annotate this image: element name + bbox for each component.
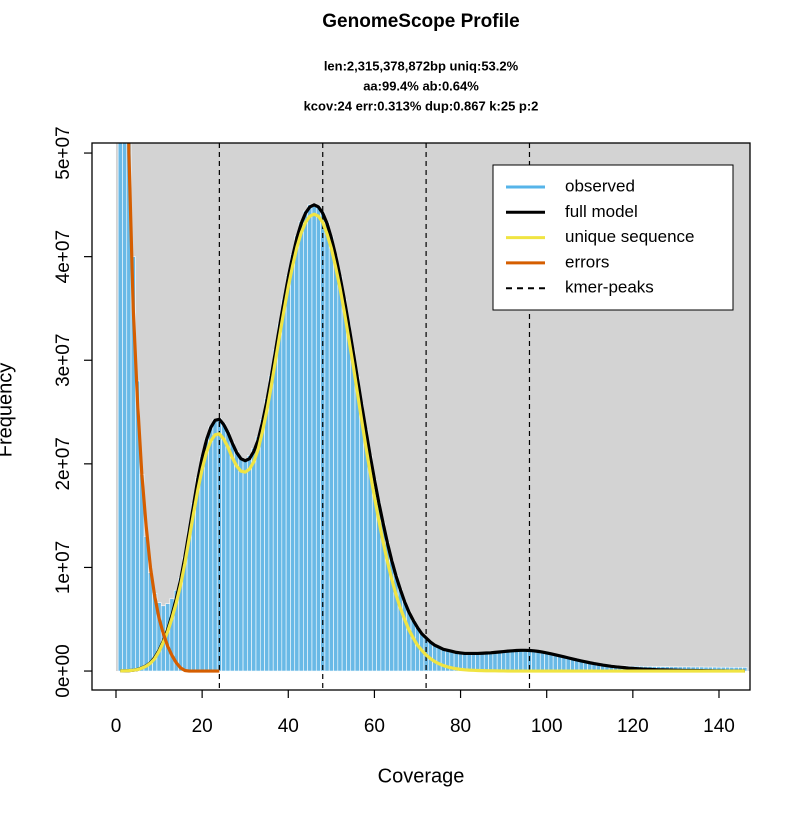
histogram-bar [742,667,748,672]
histogram-bar [354,376,360,672]
y-tick-label: 3e+07 [53,334,74,387]
x-tick-label: 0 [111,716,122,737]
legend-label: kmer-peaks [565,278,654,297]
histogram-bar [505,650,511,672]
x-tick-label: 20 [192,716,213,737]
histogram-bar [281,298,287,672]
histogram-bar [544,652,550,672]
histogram-bar [432,644,438,672]
histogram-bar [242,458,248,672]
histogram-bar [531,650,537,672]
histogram-bar [268,375,274,672]
histogram-bar [290,254,296,672]
axes: 0 20 40 60 80 100 120 140 0e+00 1e+07 2e+07 3e+07 4e… [53,126,751,737]
y-tick-label: 1e+07 [53,541,74,594]
histogram-bar [535,651,541,672]
y-axis-label: Frequency [0,363,16,458]
subtitle: len:2,315,378,872bp uniq:53.2% [324,58,519,73]
histogram-bar [359,403,364,672]
histogram-bar [315,205,321,672]
histogram-bar [328,236,334,672]
histogram-bar [199,456,205,672]
histogram-bar [436,646,442,672]
plot-frame [91,142,751,691]
histogram-bar [333,255,339,672]
histogram-bar [539,651,545,672]
histogram-bar [346,323,352,672]
histogram-bar [247,455,252,672]
histogram-bar [475,653,481,672]
histogram-bar [212,418,218,672]
y-tick-label: 5e+07 [53,126,74,179]
histogram-bar [363,429,369,672]
legend-label: errors [565,252,609,271]
model-line [127,143,220,673]
histogram-bar [410,619,416,672]
y-tick-label: 2e+07 [53,437,74,490]
histogram-bar [557,655,563,672]
histogram-bar [483,652,489,672]
histogram-bar [229,441,235,672]
histogram-bar [561,656,567,672]
histogram-bar [307,204,313,672]
histogram-bar [311,203,317,672]
histogram-bar [471,653,476,672]
histogram-bar [337,276,343,672]
y-tick-label: 4e+07 [53,230,74,283]
chart-title: GenomeScope Profile [322,11,519,32]
x-tick-label: 140 [703,716,735,737]
histogram-bar [509,650,515,672]
legend-label: full model [565,202,638,221]
histogram-bar [285,274,291,672]
histogram-bar [208,426,214,672]
x-axis-label: Coverage [378,765,465,787]
histogram-bar [548,653,554,672]
histogram-bar [225,431,231,672]
histogram-bar [238,457,244,672]
histogram-bar [294,235,300,672]
histogram-bar [221,423,227,672]
model-line [120,203,745,673]
histogram-bar [350,349,356,672]
histogram-bar [264,398,270,672]
histogram-bar [518,650,524,672]
histogram-bar [234,451,240,672]
histogram-bar [203,438,209,672]
histogram-bar [324,222,330,672]
histogram-bar [522,650,528,672]
histogram-bar [272,349,278,672]
subtitle: aa:99.4% ab:0.64% [363,78,479,93]
histogram-bar [496,651,502,672]
histogram-bar [479,652,485,672]
histogram-bar [488,652,494,672]
y-tick-label: 0e+00 [53,644,74,697]
histogram-bar [298,221,304,672]
histogram-bar [501,651,507,672]
legend-label: unique sequence [565,227,695,246]
histogram-bar [259,418,265,672]
x-tick-label: 40 [278,716,299,737]
histogram-bar [552,654,558,672]
histogram-bar [277,323,283,672]
x-tick-label: 80 [450,716,471,737]
histogram-bar [341,298,347,672]
x-tick-label: 100 [531,716,563,737]
histogram-bar [255,436,261,672]
legend-label: observed [565,176,635,195]
histogram-bar [440,648,446,672]
histogram-bar [406,611,412,672]
model-line [120,212,745,673]
histogram-bar [143,536,149,672]
histogram-bar [492,652,498,672]
x-tick-label: 120 [617,716,649,737]
histogram-bar [514,650,520,672]
x-tick-label: 60 [364,716,385,737]
histogram-bar [303,210,308,672]
histogram-bar [251,448,257,672]
histogram-bar [117,143,123,672]
subtitle: kcov:24 err:0.313% dup:0.867 k:25 p:2 [304,98,539,113]
